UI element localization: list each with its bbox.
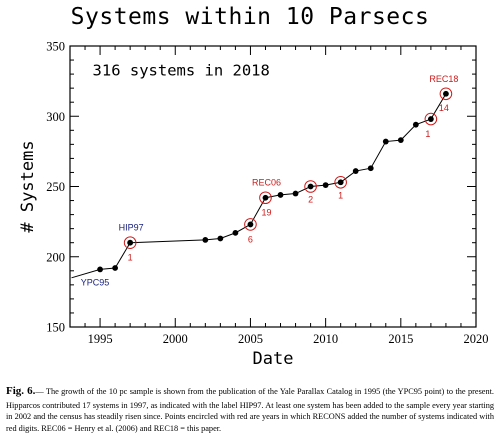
chart-plot: 1995 2000 2005 2010 2015 2020 150 200 250 300 350 D…	[18, 40, 489, 370]
data-point	[277, 192, 284, 198]
caption-figure-number: Fig. 6.	[6, 385, 36, 397]
y-tick-label: 250	[46, 180, 65, 194]
data-point	[262, 194, 269, 201]
encircle-marker	[424, 112, 438, 126]
y-tick-label: 150	[46, 321, 65, 335]
data-point	[367, 165, 374, 172]
event-label: YPC95	[81, 277, 110, 287]
data-point	[412, 121, 419, 128]
data-point	[427, 116, 434, 122]
data-point	[247, 221, 254, 228]
encircle-marker	[304, 180, 317, 193]
x-tick-label: 2005	[238, 332, 263, 346]
count-label: 2	[308, 195, 313, 205]
data-point	[112, 265, 119, 271]
data-point	[127, 239, 134, 246]
y-tick-label: 350	[46, 40, 65, 54]
data-point	[292, 190, 299, 197]
encircle-marker	[439, 87, 453, 101]
count-label: 1	[425, 129, 430, 139]
data-point	[382, 138, 389, 145]
x-tick-label: 2010	[313, 332, 338, 346]
y-tick-label: 200	[46, 250, 65, 264]
data-point	[322, 182, 329, 188]
count-label: 6	[248, 234, 253, 244]
count-label: 19	[261, 208, 271, 218]
x-tick-label: 1995	[88, 332, 113, 346]
count-label: 14	[439, 103, 449, 113]
caption-text: — The growth of the 10 pc sample is show…	[6, 387, 495, 434]
data-point	[97, 266, 103, 273]
count-label: 1	[338, 190, 343, 200]
event-label: REC06	[252, 178, 281, 188]
data-point	[352, 168, 359, 174]
encircle-marker	[123, 236, 137, 249]
event-label: HIP97	[119, 223, 144, 233]
x-axis-label: Date	[253, 349, 294, 369]
data-point	[443, 90, 449, 97]
data-point	[217, 235, 224, 242]
data-point	[232, 229, 239, 236]
data-point	[337, 179, 344, 186]
encircle-marker	[244, 218, 257, 231]
y-axis-label: # Systems	[18, 140, 38, 232]
encircle-marker	[334, 175, 347, 189]
data-point	[202, 236, 209, 243]
y-tick-label: 300	[46, 110, 65, 124]
event-label: REC18	[429, 74, 458, 84]
x-tick-label: 2000	[163, 332, 188, 346]
chart-title: Systems within 10 Parsecs	[70, 4, 430, 30]
encircle-marker	[259, 191, 272, 205]
annotation-text: 316 systems in 2018	[93, 62, 270, 80]
x-tick-label: 2015	[388, 332, 413, 346]
data-point	[307, 183, 314, 190]
figure-caption: Fig. 6.— The growth of the 10 pc sample …	[6, 384, 494, 435]
x-tick-label: 2020	[464, 332, 489, 346]
count-label: 1	[128, 253, 133, 263]
data-point	[397, 137, 404, 144]
